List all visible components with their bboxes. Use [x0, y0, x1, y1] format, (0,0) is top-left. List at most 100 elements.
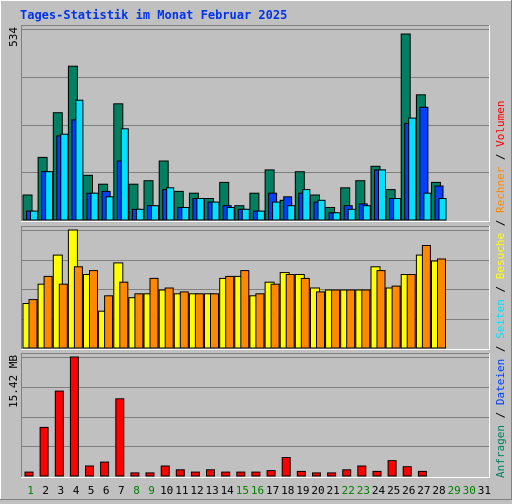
legend-separator: /	[494, 339, 507, 359]
bar-volumen-day-10	[160, 465, 170, 477]
bar-seiten-day-17	[272, 201, 281, 221]
bar-seiten-day-28	[438, 198, 447, 221]
bar-seiten-day-21	[332, 212, 341, 221]
x-tick-label-day-1: 1	[27, 484, 34, 497]
x-tick-label-day-22: 22	[342, 484, 355, 497]
bar-volumen-day-5	[85, 465, 94, 477]
bar-seiten-day-3	[60, 133, 69, 221]
bar-seiten-day-27	[423, 192, 432, 221]
chart-title: Tages-Statistik im Monat Februar 2025	[20, 8, 287, 22]
panel-top: 534	[7, 25, 490, 222]
bar-rechner-day-12	[194, 293, 204, 349]
bar-seiten-day-12	[196, 198, 205, 221]
x-tick-label-day-18: 18	[281, 484, 294, 497]
legend-separator: /	[494, 147, 507, 167]
bar-rechner-day-20	[316, 291, 325, 349]
x-tick-label-day-25: 25	[387, 484, 400, 497]
bar-rechner-day-3	[58, 283, 68, 349]
bar-seiten-day-2	[45, 171, 54, 221]
bar-volumen-day-25	[387, 460, 397, 477]
x-tick-label-day-10: 10	[160, 484, 173, 497]
x-tick-label-day-23: 23	[357, 484, 370, 497]
bar-volumen-day-17	[266, 470, 276, 477]
bar-seiten-day-14	[226, 207, 235, 221]
legend-item-dateien: Dateien	[494, 359, 507, 405]
bar-volumen-day-2	[39, 426, 49, 477]
bar-volumen-day-18	[281, 457, 291, 477]
x-tick-label-day-16: 16	[251, 484, 264, 497]
bar-volumen-day-6	[100, 461, 110, 477]
series-volumen	[24, 356, 427, 477]
x-tick-label-day-28: 28	[432, 484, 445, 497]
bar-rechner-day-2	[43, 275, 53, 349]
bar-seiten-day-8	[135, 208, 144, 221]
bar-seiten-day-4	[75, 99, 84, 221]
bar-rechner-day-18	[285, 274, 295, 349]
legend-separator: /	[494, 279, 507, 299]
x-tick-label-day-15: 15	[236, 484, 249, 497]
legend-separator: /	[494, 213, 507, 233]
bar-seiten-day-10	[166, 187, 175, 221]
bar-seiten-day-15	[241, 208, 250, 221]
panel-background	[21, 353, 490, 478]
legend-item-seiten: Seiten	[494, 299, 507, 339]
bar-seiten-day-13	[211, 201, 220, 221]
bar-volumen-day-26	[402, 466, 412, 477]
x-tick-label-day-13: 13	[205, 484, 218, 497]
bar-rechner-day-10	[164, 287, 174, 349]
x-tick-label-day-3: 3	[57, 484, 64, 497]
bar-rechner-day-19	[300, 277, 310, 349]
bar-volumen-day-8	[130, 472, 140, 477]
bar-volumen-day-9	[145, 472, 155, 477]
bar-rechner-day-11	[179, 291, 189, 349]
bar-volumen-day-7	[115, 398, 125, 477]
legend-text: Anfragen / Dateien / Seiten / Besuche / …	[494, 100, 507, 478]
x-tick-label-day-4: 4	[73, 484, 80, 497]
series-rechner	[28, 245, 446, 349]
bar-rechner-day-24	[376, 270, 386, 349]
bar-volumen-day-22	[342, 469, 352, 477]
bar-volumen-day-21	[327, 472, 337, 477]
x-tick-label-day-26: 26	[402, 484, 415, 497]
x-tick-label-day-30: 30	[463, 484, 476, 497]
x-tick-label-day-9: 9	[148, 484, 155, 497]
bar-volumen-day-1	[24, 471, 34, 477]
bar-volumen-day-13	[206, 469, 215, 477]
bar-seiten-day-7	[120, 128, 129, 221]
bar-seiten-day-5	[90, 192, 99, 221]
panel-middle	[21, 226, 490, 350]
legend-item-volumen: Volumen	[494, 100, 507, 146]
legend-separator: /	[494, 405, 507, 425]
bar-seiten-day-20	[317, 199, 326, 221]
bar-rechner-day-8	[134, 293, 144, 349]
bar-rechner-day-16	[255, 293, 265, 349]
legend-item-besuche: Besuche	[494, 233, 507, 279]
x-tick-label-day-31: 31	[478, 484, 491, 497]
bar-rechner-day-28	[437, 258, 446, 349]
bar-seiten-day-11	[181, 207, 190, 221]
bar-volumen-day-4	[69, 356, 79, 477]
legend-item-rechner: Rechner	[494, 166, 507, 213]
bar-volumen-day-19	[296, 470, 306, 477]
bar-rechner-day-15	[240, 270, 250, 349]
bar-seiten-day-25	[393, 198, 402, 221]
bar-volumen-day-15	[236, 471, 246, 477]
bar-rechner-day-21	[331, 289, 341, 349]
panel-bottom: 15.42 MB	[7, 353, 490, 478]
x-tick-label-day-7: 7	[118, 484, 125, 497]
bar-seiten-day-26	[408, 117, 417, 221]
bar-volumen-day-23	[357, 465, 367, 477]
bar-rechner-day-5	[89, 270, 98, 349]
bar-rechner-day-27	[421, 245, 431, 349]
bar-volumen-day-12	[190, 471, 200, 477]
right-legend: Anfragen / Dateien / Seiten / Besuche / …	[494, 100, 507, 478]
x-tick-label-day-19: 19	[296, 484, 309, 497]
bar-rechner-day-4	[73, 266, 83, 349]
series-seiten	[30, 99, 447, 221]
legend-item-anfragen: Anfragen	[494, 425, 507, 478]
bar-volumen-day-11	[175, 469, 185, 477]
x-tick-label-day-14: 14	[221, 484, 235, 497]
bar-rechner-day-22	[346, 289, 356, 349]
bar-seiten-day-9	[151, 205, 159, 221]
